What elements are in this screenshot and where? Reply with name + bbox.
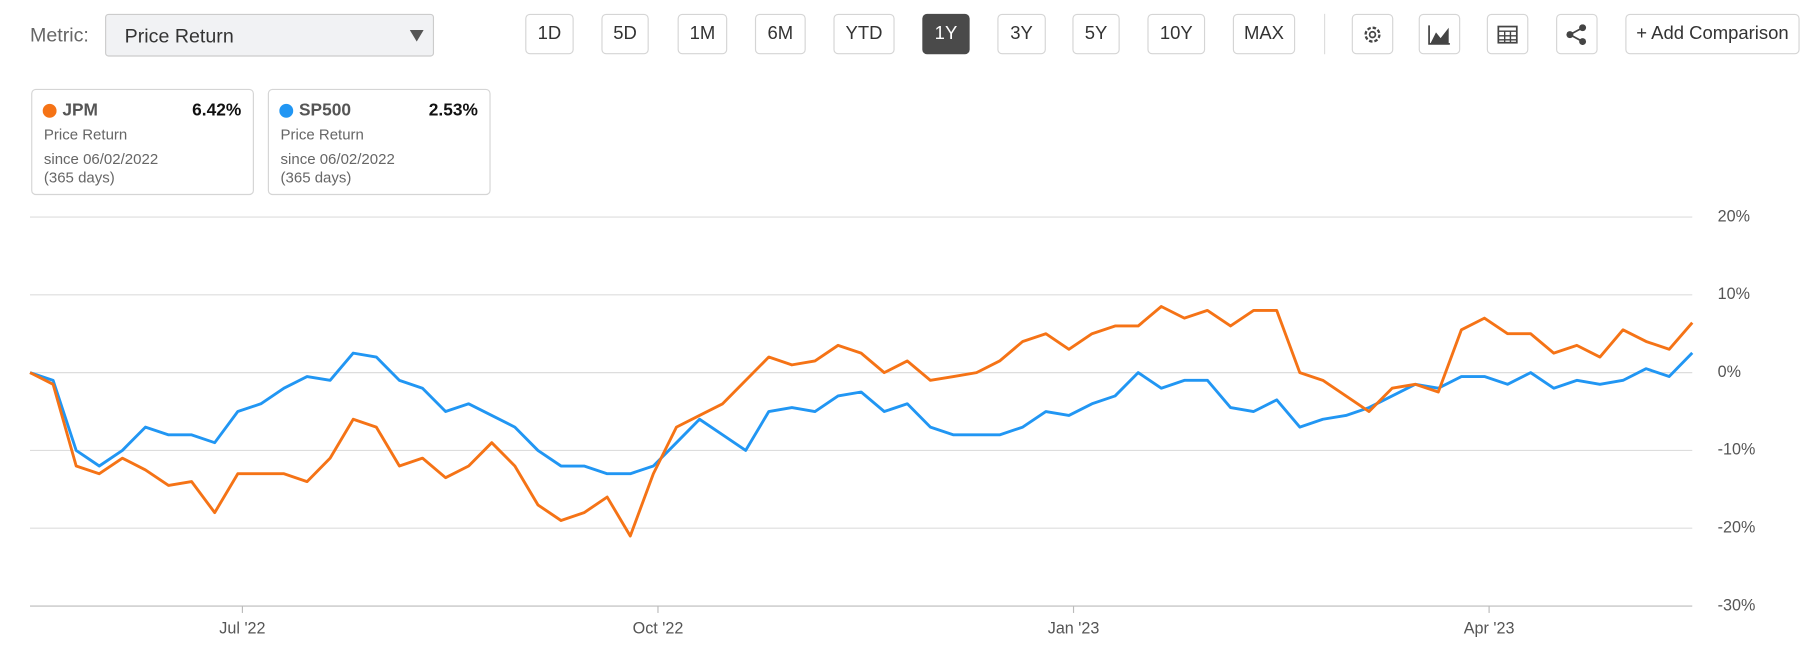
period-button[interactable]: 5Y — [1072, 13, 1120, 55]
legend-name: SP500 — [298, 100, 351, 121]
legend-metric: Price Return — [43, 125, 128, 144]
legend-dot — [279, 103, 294, 118]
period-button[interactable]: MAX — [1232, 13, 1296, 55]
series-line — [29, 305, 1694, 538]
table-button[interactable] — [1486, 13, 1529, 55]
settings-icon — [1364, 25, 1381, 43]
period-button[interactable]: YTD — [833, 13, 895, 55]
legend-metric: Price Return — [280, 125, 364, 144]
period-button[interactable]: 3Y — [997, 13, 1046, 55]
legend-since: since 06/02/2022 — [43, 150, 159, 168]
legend-value: 2.53% — [428, 100, 478, 121]
x-tick-label: Jan '23 — [1048, 619, 1100, 637]
metric-label: Metric: — [30, 24, 89, 47]
y-tick-label: -20% — [1718, 518, 1756, 536]
period-button[interactable]: 1Y — [922, 13, 970, 55]
period-button[interactable]: 1D — [525, 13, 574, 55]
dropdown-arrow — [409, 30, 424, 42]
y-tick-label: -30% — [1718, 596, 1756, 614]
chart-type-button[interactable] — [1418, 13, 1461, 55]
y-tick-label: -10% — [1718, 441, 1756, 459]
series-line — [29, 351, 1694, 476]
x-tick-label: Jul '22 — [219, 619, 265, 637]
settings-button[interactable] — [1351, 13, 1394, 55]
share-button[interactable] — [1556, 13, 1598, 55]
legend-days: (365 days) — [43, 168, 115, 186]
period-button[interactable]: 10Y — [1147, 13, 1206, 55]
period-button[interactable]: 5D — [601, 13, 649, 55]
chart-icon — [1428, 24, 1450, 45]
separator — [1324, 13, 1326, 55]
y-tick-label: 20% — [1718, 207, 1750, 225]
x-tick-label: Apr '23 — [1464, 619, 1515, 637]
legend-card: JPM 6.42% Price Return since 06/02/2022 (365… — [31, 88, 254, 196]
y-tick-label: 0% — [1718, 363, 1741, 381]
table-icon — [1497, 25, 1518, 43]
legend-dot — [42, 103, 57, 118]
x-tick-label: Oct '22 — [633, 619, 684, 637]
y-tick-label: 10% — [1718, 285, 1750, 303]
metric-value: Price Return — [124, 25, 234, 48]
legend-value: 6.42% — [192, 100, 242, 121]
period-button[interactable]: 1M — [677, 13, 728, 55]
legend-name: JPM — [62, 100, 98, 121]
add-comparison-button[interactable]: + Add Comparison — [1625, 13, 1800, 55]
metric-dropdown[interactable]: Price Return — [105, 13, 435, 57]
period-button[interactable]: 6M — [754, 13, 806, 55]
legend-since: since 06/02/2022 — [280, 150, 395, 168]
legend-days: (365 days) — [280, 168, 352, 186]
legend-card: SP500 2.53% Price Return since 06/02/2022 (3… — [267, 88, 491, 196]
share-icon — [1566, 23, 1587, 45]
